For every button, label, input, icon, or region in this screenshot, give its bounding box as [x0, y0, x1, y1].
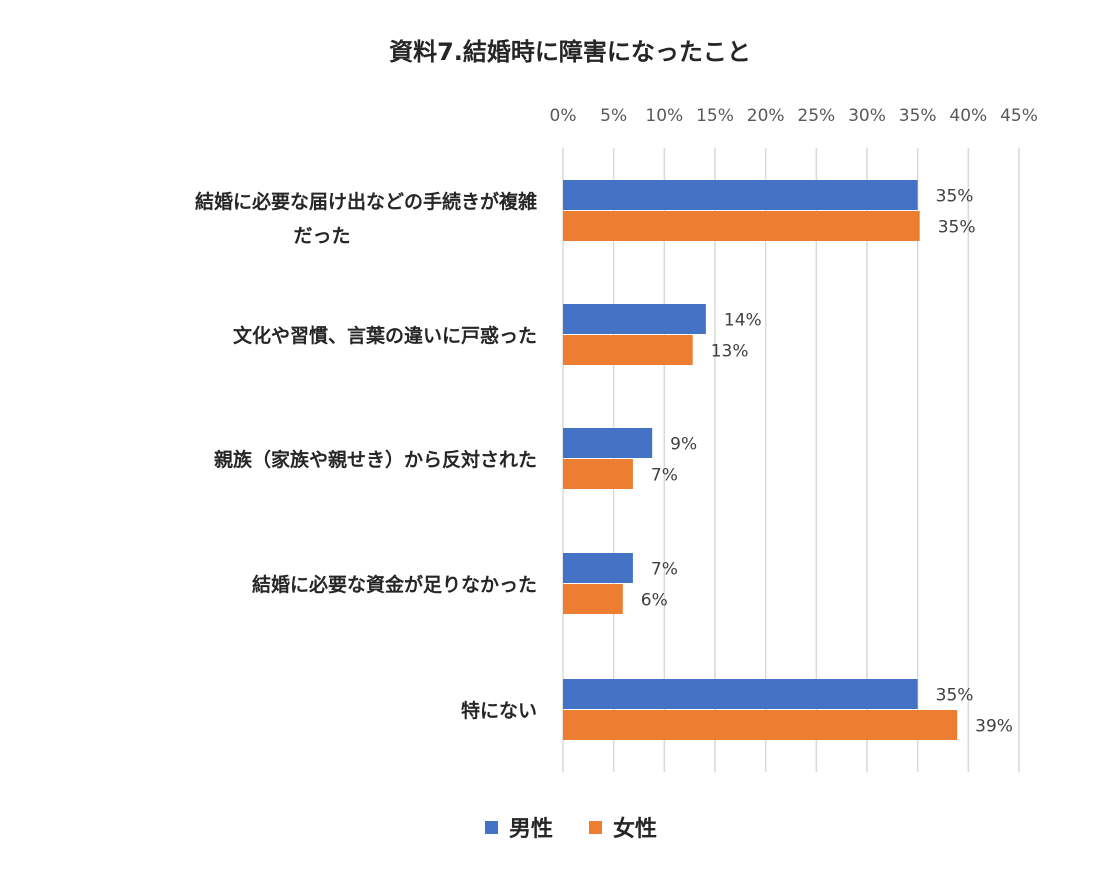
legend: 男性 女性 — [485, 816, 657, 842]
bars: 35%35%14%13%9%7%7%6%35%39% — [563, 180, 1013, 740]
bar-male — [563, 180, 918, 210]
x-tick-label: 45% — [1000, 106, 1038, 126]
bar-female — [563, 584, 623, 614]
bar-male — [563, 304, 706, 334]
data-label: 9% — [670, 435, 697, 455]
category-labels: 結婚に必要な届け出などの手続きが複雑だった文化や習慣、言葉の違いに戸惑った親族（… — [195, 190, 537, 722]
category-label: 特にない — [461, 700, 537, 722]
legend-swatch-male — [485, 821, 498, 834]
bar-male — [563, 428, 653, 458]
category-label: 結婚に必要な資金が足りなかった — [252, 573, 537, 596]
x-tick-label: 0% — [550, 106, 577, 126]
bar-male — [563, 679, 918, 709]
category-label: 結婚に必要な届け出などの手続きが複雑 — [195, 190, 537, 213]
category-label: 親族（家族や親せき）から反対された — [214, 448, 537, 471]
x-tick-label: 20% — [747, 106, 785, 126]
gridlines — [562, 148, 1020, 772]
data-label: 39% — [975, 717, 1013, 737]
data-label: 6% — [641, 591, 668, 611]
bar-male — [563, 553, 633, 583]
category-label: だった — [293, 225, 350, 247]
x-tick-label: 25% — [797, 106, 835, 126]
x-tick-label: 5% — [600, 106, 627, 126]
x-tick-label: 15% — [696, 106, 734, 126]
data-label: 13% — [711, 342, 749, 362]
data-label: 35% — [936, 686, 974, 706]
data-label: 7% — [651, 560, 678, 580]
bar-female — [563, 459, 633, 489]
data-label: 7% — [651, 466, 678, 486]
x-tick-label: 40% — [949, 106, 987, 126]
data-label: 14% — [724, 311, 762, 331]
x-tick-label: 10% — [645, 106, 683, 126]
legend-label: 男性 — [509, 817, 553, 842]
x-tick-label: 35% — [899, 106, 937, 126]
data-label: 35% — [938, 218, 976, 238]
bar-female — [563, 211, 920, 241]
x-tick-label: 30% — [848, 106, 886, 126]
category-label: 文化や習慣、言葉の違いに戸惑った — [233, 324, 537, 347]
legend-swatch-female — [589, 821, 602, 834]
bar-female — [563, 710, 958, 740]
data-label: 35% — [936, 187, 974, 207]
chart-title: 資料7.結婚時に障害になったこと — [389, 38, 751, 66]
legend-label: 女性 — [613, 816, 657, 842]
x-axis-ticks: 0% 5% 10% 15% 20% 25% 30% 35% 40% 45% — [550, 106, 1038, 126]
bar-female — [563, 335, 693, 365]
